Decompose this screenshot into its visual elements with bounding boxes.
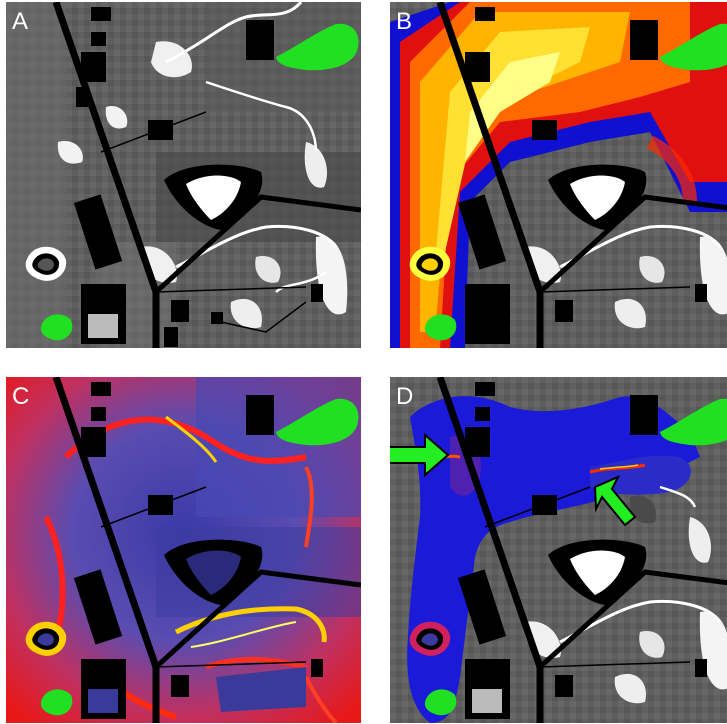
panel-label-d: D — [396, 383, 414, 410]
arrow-right-icon — [390, 432, 450, 478]
landscape-map-a — [6, 2, 361, 348]
flow-map-c — [6, 377, 361, 723]
panel-label-c: C — [12, 383, 30, 410]
corridor-map-d — [390, 377, 727, 723]
arrow-up-left-icon — [593, 474, 637, 527]
heat-map-b — [390, 2, 727, 348]
panel-label-b: B — [396, 8, 413, 35]
panel-label-a: A — [12, 8, 29, 35]
map-panel-c: C — [6, 377, 361, 723]
map-panel-d: D — [390, 377, 727, 723]
map-panel-b: B — [390, 2, 727, 348]
map-panel-a: A — [6, 2, 361, 348]
